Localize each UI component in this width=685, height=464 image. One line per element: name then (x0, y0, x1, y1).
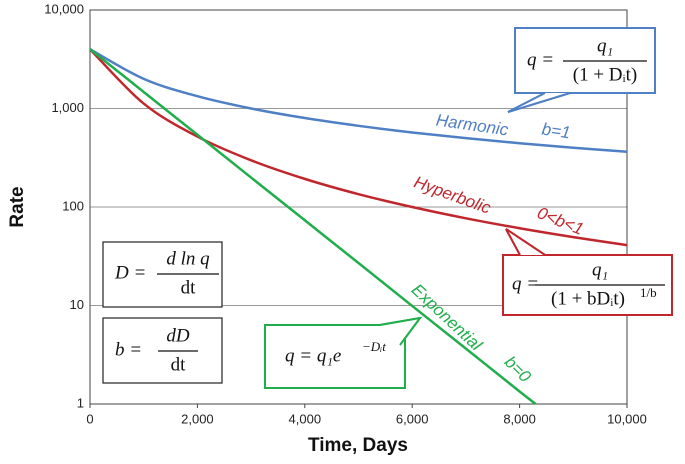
formula-denominator: (1 + Dᵢt) (573, 64, 637, 85)
callout-pointer-cover (380, 318, 420, 345)
callout-pointer-edge (379, 317, 421, 326)
x-tick-label: 10,000 (607, 411, 647, 426)
y-tick-label: 10 (70, 297, 84, 312)
y-axis-title: Rate (7, 186, 28, 227)
plot-frame (89, 9, 628, 405)
formula-lhs: D = (114, 262, 146, 283)
series-label: Hyperbolic (411, 172, 493, 217)
formula-numerator: q₁ (592, 259, 608, 280)
callout-pointer-edge (507, 92, 546, 113)
y-tick-label: 1 (77, 395, 84, 410)
callout-pointer-edge (507, 92, 571, 113)
formula-numerator: q₁ (597, 35, 613, 56)
curve (89, 48, 537, 405)
formula-numerator: d ln q (166, 248, 210, 269)
formula-lhs: q = (512, 273, 539, 294)
callout-pointer-edge (399, 317, 421, 346)
series-annotation: 0<b<1 (534, 203, 586, 239)
formula-denominator: dt (171, 354, 187, 375)
x-tick-label: 4,000 (289, 411, 322, 426)
callout-pointer-edge (505, 228, 521, 256)
formula-superscript: 1/b (640, 285, 657, 300)
callout-pointer-edge (505, 228, 546, 256)
x-tick-label: 2,000 (181, 411, 214, 426)
formula-lhs: b = (115, 339, 142, 360)
curve (89, 48, 628, 247)
x-axis-title: Time, Days (308, 435, 408, 456)
x-tick-label: 6,000 (396, 411, 429, 426)
formula-numerator: dD (166, 325, 190, 346)
x-tick-label: 8,000 (503, 411, 536, 426)
formula-denominator: (1 + bDᵢt) (551, 288, 625, 309)
formula-lhs: q = (527, 49, 554, 70)
formula-denominator: dt (181, 277, 197, 298)
series-annotation: b=1 (541, 120, 572, 143)
x-tick-label: 0 (86, 411, 93, 426)
callout-box (264, 324, 406, 389)
y-tick-label: 10,000 (44, 1, 84, 16)
y-tick-label: 1,000 (51, 100, 84, 115)
formula-lhs: q = q₁e (285, 345, 341, 366)
y-tick-label: 100 (62, 198, 84, 213)
curve (89, 48, 628, 153)
formula-superscript: −Dᵢt (362, 339, 386, 354)
